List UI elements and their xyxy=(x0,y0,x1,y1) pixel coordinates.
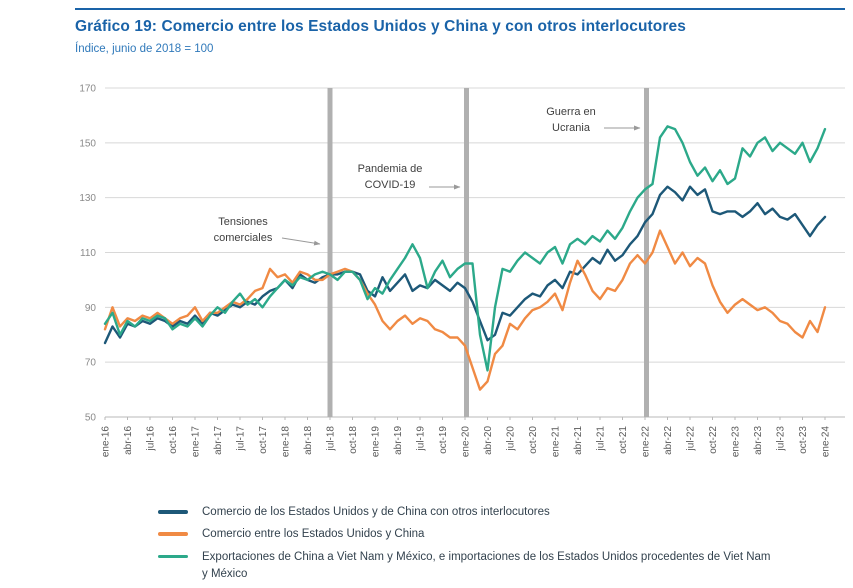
event-annotation-text: Ucrania xyxy=(552,122,591,134)
x-axis-tick-label: abr-19 xyxy=(393,426,404,455)
x-axis-tick-label: jul-18 xyxy=(326,426,337,452)
x-axis-tick-label: oct-22 xyxy=(708,426,719,454)
x-axis-tick-label: ene-24 xyxy=(821,426,832,458)
event-bar xyxy=(644,88,649,417)
x-axis-tick-label: ene-23 xyxy=(731,426,742,458)
x-axis-tick-label: ene-16 xyxy=(101,426,112,458)
y-axis-tick-label: 170 xyxy=(79,84,96,95)
x-axis-tick-label: jul-21 xyxy=(596,426,607,452)
x-axis-tick-label: oct-18 xyxy=(348,426,359,454)
x-axis-tick-label: abr-21 xyxy=(573,426,584,455)
x-axis-tick-label: abr-18 xyxy=(303,426,314,455)
event-bar xyxy=(464,88,469,417)
x-axis-tick-label: oct-20 xyxy=(528,426,539,454)
event-annotation-text: Tensiones xyxy=(218,216,268,228)
x-axis-tick-label: abr-23 xyxy=(753,426,764,455)
event-annotation-text: Pandemia de xyxy=(358,163,423,175)
top-rule xyxy=(75,8,845,10)
y-axis-tick-label: 70 xyxy=(85,358,97,369)
legend-swatch-green-line xyxy=(158,554,188,559)
y-axis-tick-label: 130 xyxy=(79,193,96,204)
chart-canvas: 50 70 90 110 130 150 170 ene-16 abr-16 jul-16 oct-… xyxy=(79,84,845,458)
x-axis-tick-label: abr-22 xyxy=(663,426,674,455)
y-axis-tick-label: 110 xyxy=(80,248,96,259)
x-axis-tick-label: oct-21 xyxy=(618,426,629,454)
y-axis-tick-label: 50 xyxy=(85,413,97,424)
x-axis-tick-label: jul-16 xyxy=(146,426,157,452)
x-axis-tick-label: ene-20 xyxy=(461,426,472,458)
x-axis-tick-label: jul-17 xyxy=(236,426,247,452)
event-annotation-layer: Tensiones comerciales Pandemia de COVID-19 G… xyxy=(214,88,649,417)
x-axis-tick-label: ene-17 xyxy=(191,426,202,458)
series-line-0 xyxy=(103,185,827,345)
x-axis-tick-label: abr-16 xyxy=(123,426,134,455)
x-axis-tick-label: jul-19 xyxy=(416,426,427,452)
x-axis-tick-label: ene-22 xyxy=(641,426,652,458)
legend-label: Comercio de los Estados Unidos y de Chin… xyxy=(202,506,550,518)
series-layer xyxy=(103,125,827,391)
legend-label: Exportaciones de China a Viet Nam y Méxi… xyxy=(202,550,771,580)
series-line-2 xyxy=(103,125,827,372)
event-annotation-text: Guerra en xyxy=(546,106,596,118)
x-axis-tick-label: oct-23 xyxy=(798,426,809,454)
series-line-1 xyxy=(103,229,827,391)
legend-item: Comercio entre los Estados Unidos y Chin… xyxy=(158,526,838,543)
x-axis-tick-label: abr-17 xyxy=(213,426,224,455)
x-axis-tick-label: oct-16 xyxy=(168,426,179,454)
y-axis-tick-label: 90 xyxy=(85,303,97,314)
x-axis-tick-label: ene-18 xyxy=(281,426,292,458)
annotation-arrow-icon xyxy=(281,237,321,246)
x-axis-tick-label: jul-22 xyxy=(686,426,697,452)
chart-legend: Comercio de los Estados Unidos y de Chin… xyxy=(158,504,838,588)
chart-title: Gráfico 19: Comercio entre los Estados U… xyxy=(75,18,686,35)
y-axis-tick-label: 150 xyxy=(79,138,96,149)
x-axis-tick-label: jul-23 xyxy=(776,426,787,452)
x-axis-tick-label: ene-19 xyxy=(371,426,382,458)
legend-item: Comercio de los Estados Unidos y de Chin… xyxy=(158,504,838,521)
event-annotation-text: COVID-19 xyxy=(365,179,416,191)
x-axis-tick-label: oct-19 xyxy=(438,426,449,454)
legend-swatch-blue-line xyxy=(158,510,188,514)
event-bar xyxy=(327,88,333,417)
x-axis-tick-label: abr-20 xyxy=(483,426,494,455)
chart-subtitle: Índice, junio de 2018 = 100 xyxy=(75,43,214,55)
legend-swatch-orange-line xyxy=(158,532,188,536)
x-axis-tick-label: oct-17 xyxy=(258,426,269,454)
event-annotation-text: comerciales xyxy=(214,232,273,244)
legend-label: Comercio entre los Estados Unidos y Chin… xyxy=(202,528,425,541)
x-axis-tick-label: ene-21 xyxy=(551,426,562,458)
grid-layer: 50 70 90 110 130 150 170 ene-16 abr-16 jul-16 oct-… xyxy=(79,84,845,458)
legend-item: Exportaciones de China a Viet Nam y Méxi… xyxy=(158,549,838,584)
x-axis-tick-label: jul-20 xyxy=(506,426,517,452)
